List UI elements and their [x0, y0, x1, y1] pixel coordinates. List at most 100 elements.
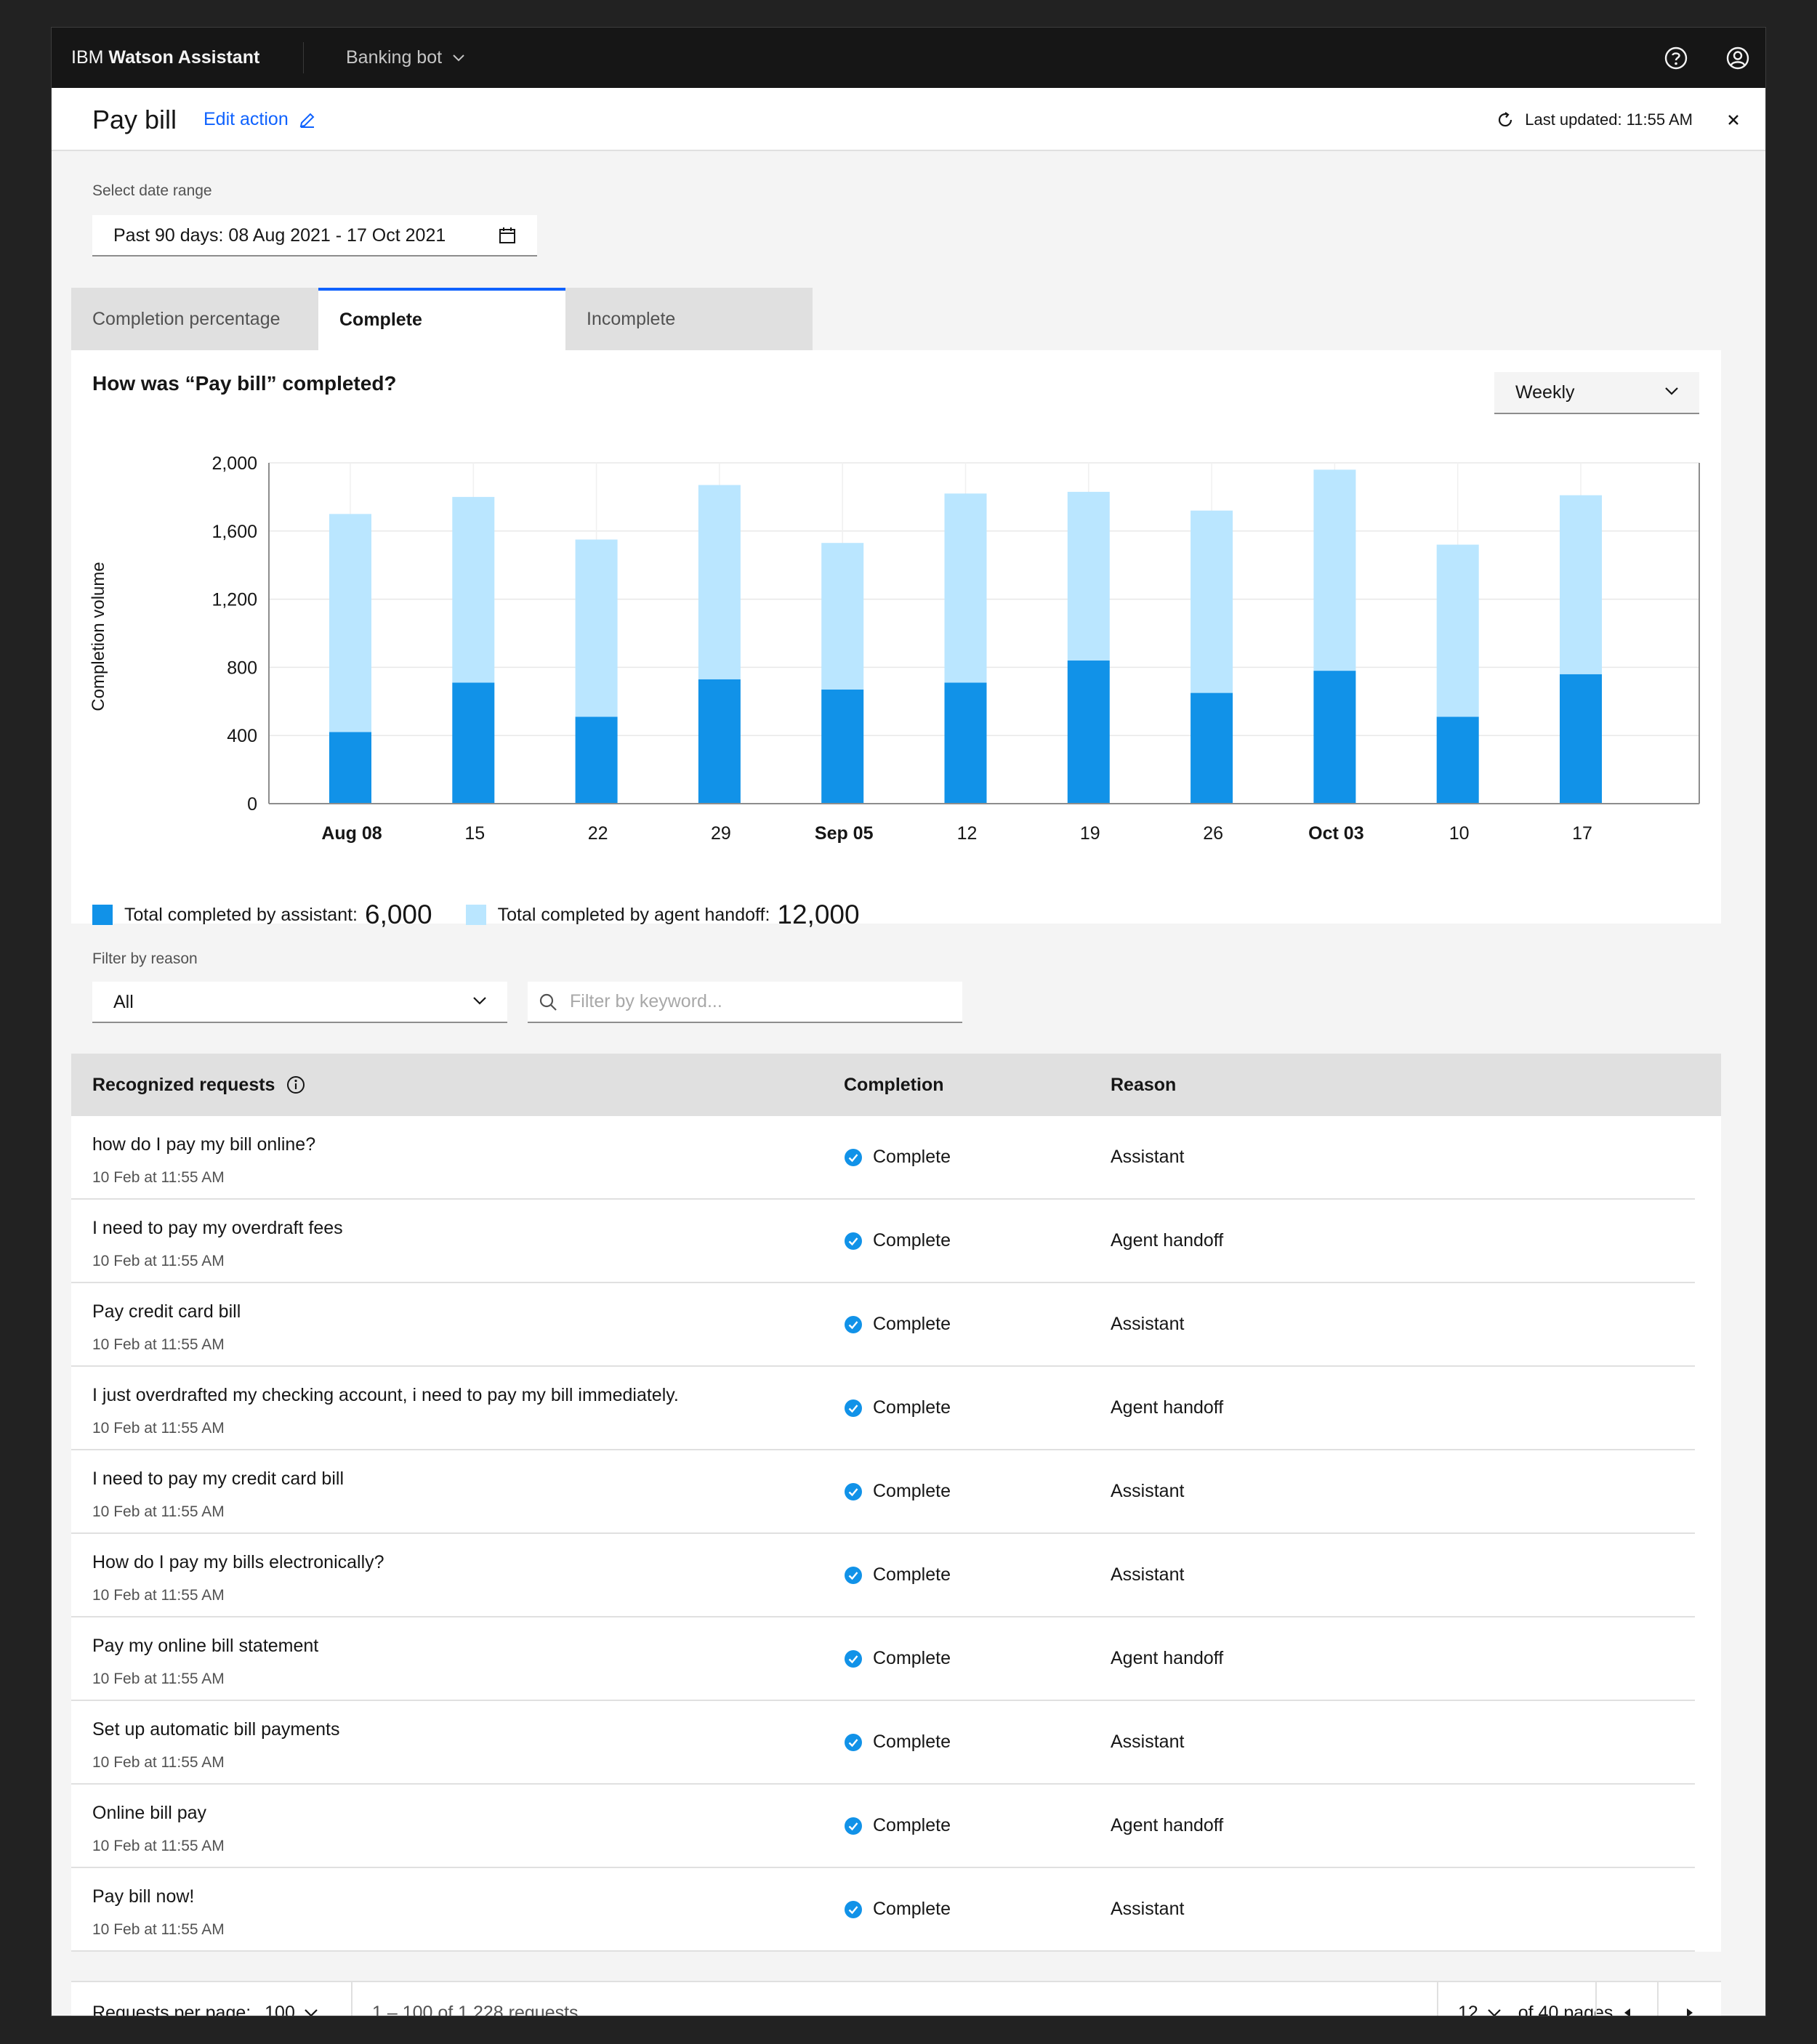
interval-value: Weekly [1515, 382, 1575, 403]
bar-agent-handoff[interactable] [1190, 510, 1233, 693]
reason-text: Agent handoff [1111, 1815, 1224, 1835]
header-recognized-requests: Recognized requests [92, 1075, 305, 1096]
bar-assistant[interactable] [1190, 692, 1233, 804]
reason-text: Assistant [1111, 1481, 1185, 1501]
completion-label: Complete [873, 1899, 951, 1919]
info-icon[interactable] [286, 1075, 305, 1094]
table-row[interactable]: Pay my online bill statement 10 Feb at 1… [71, 1617, 1721, 1701]
bar-agent-handoff[interactable] [944, 493, 987, 683]
bot-name: Banking bot [346, 47, 443, 68]
page-select[interactable]: 12 [1458, 1982, 1502, 2016]
bar-assistant[interactable] [452, 682, 495, 804]
bar-agent-handoff[interactable] [698, 485, 741, 679]
per-page-control: Requests per page: 100 [92, 1982, 318, 2016]
x-tick-label: 19 [1080, 823, 1100, 844]
completion-status: Complete [844, 1397, 951, 1418]
reason-text: Assistant [1111, 1147, 1185, 1167]
previous-page-button[interactable] [1595, 1982, 1658, 2016]
bar-assistant[interactable] [944, 682, 987, 804]
completion-status: Complete [844, 1648, 951, 1669]
caret-left-icon [1624, 2008, 1630, 2016]
tab-incomplete[interactable]: Incomplete [565, 288, 813, 350]
table-row[interactable]: How do I pay my bills electronically? 10… [71, 1534, 1721, 1617]
bar-assistant[interactable] [575, 716, 618, 804]
y-tick-label: 800 [227, 658, 257, 678]
request-time: 10 Feb at 11:55 AM [92, 1838, 225, 1854]
tab-complete[interactable]: Complete [318, 288, 565, 350]
bar-agent-handoff[interactable] [1067, 491, 1110, 661]
caret-right-icon [1687, 2008, 1693, 2016]
bar-agent-handoff[interactable] [575, 539, 618, 717]
table-row[interactable]: I just overdrafted my checking account, … [71, 1367, 1721, 1450]
chart-legend: Total completed by assistant: 6,000 Tota… [92, 900, 893, 929]
table-row[interactable]: Pay credit card bill 10 Feb at 11:55 AM … [71, 1283, 1721, 1367]
item-range-text: 1 – 100 of 1,228 requests [372, 2003, 579, 2016]
table-row[interactable]: I need to pay my overdraft fees 10 Feb a… [71, 1200, 1721, 1283]
completion-label: Complete [873, 1564, 951, 1585]
bar-agent-handoff[interactable] [1436, 544, 1479, 717]
bar-assistant[interactable] [1313, 671, 1356, 804]
per-page-label: Requests per page: [92, 2003, 251, 2016]
bar-assistant[interactable] [1067, 661, 1110, 804]
table-row[interactable]: Online bill pay 10 Feb at 11:55 AM Compl… [71, 1785, 1721, 1868]
bar-assistant[interactable] [1560, 674, 1602, 804]
requests-table: Recognized requests Completion Reason ho… [71, 1054, 1721, 1952]
bar-agent-handoff[interactable] [329, 514, 371, 732]
pager-divider [1437, 1982, 1438, 2016]
table-row[interactable]: Set up automatic bill payments 10 Feb at… [71, 1701, 1721, 1785]
reason-text: Assistant [1111, 1564, 1185, 1585]
next-page-button[interactable] [1659, 1982, 1721, 2016]
bar-agent-handoff[interactable] [452, 496, 495, 683]
refresh-icon[interactable] [1496, 110, 1515, 129]
completion-status: Complete [844, 1314, 951, 1335]
bar-agent-handoff[interactable] [1313, 469, 1356, 671]
bar-agent-handoff[interactable] [821, 543, 864, 690]
brand-name: Watson Assistant [108, 47, 260, 68]
bot-switcher[interactable]: Banking bot [346, 28, 465, 88]
chevron-down-icon [453, 54, 464, 61]
checkmark-filled-icon [845, 1315, 862, 1333]
bar-assistant[interactable] [698, 679, 741, 804]
bar-assistant[interactable] [1436, 716, 1479, 804]
keyword-search-input[interactable] [570, 982, 948, 1022]
completion-tabs: Completion percentage Complete Incomplet… [71, 288, 813, 350]
x-tick-label: 10 [1449, 823, 1470, 844]
request-text: Set up automatic bill payments [92, 1719, 340, 1740]
x-tick-label: Oct 03 [1308, 823, 1363, 844]
help-button[interactable] [1660, 42, 1692, 74]
table-row[interactable]: how do I pay my bill online? 10 Feb at 1… [71, 1116, 1721, 1200]
completion-label: Complete [873, 1815, 951, 1835]
y-tick-label: 400 [227, 726, 257, 746]
request-text: I need to pay my credit card bill [92, 1469, 344, 1489]
last-updated-text: Last updated: 11:55 AM [1525, 110, 1693, 129]
edit-action-label: Edit action [204, 109, 289, 129]
edit-action-link[interactable]: Edit action [204, 88, 316, 151]
per-page-select[interactable]: 100 [265, 1982, 318, 2016]
checkmark-filled-icon [845, 1900, 862, 1918]
reason-filter-dropdown[interactable]: All [92, 982, 507, 1023]
y-tick-label: 1,600 [211, 522, 257, 542]
bar-agent-handoff[interactable] [1560, 495, 1602, 674]
user-profile-button[interactable] [1722, 42, 1754, 74]
close-button[interactable] [1720, 107, 1747, 133]
bar-assistant[interactable] [821, 689, 864, 804]
table-row[interactable]: I need to pay my credit card bill 10 Feb… [71, 1450, 1721, 1534]
legend-agent-value: 12,000 [777, 900, 860, 929]
checkmark-filled-icon [845, 1148, 862, 1166]
edit-icon [299, 113, 315, 128]
checkmark-filled-icon [845, 1399, 862, 1417]
bar-assistant[interactable] [329, 732, 371, 804]
checkmark-filled-icon [845, 1649, 862, 1668]
interval-dropdown[interactable]: Weekly [1494, 372, 1699, 414]
legend-assistant-value: 6,000 [365, 900, 432, 929]
reason-text: Assistant [1111, 1314, 1185, 1334]
top-shell-bar: IBM Watson Assistant Banking bot [52, 28, 1765, 88]
tab-completion-percentage[interactable]: Completion percentage [71, 288, 318, 350]
request-time: 10 Feb at 11:55 AM [92, 1503, 225, 1520]
date-range-picker[interactable]: Past 90 days: 08 Aug 2021 - 17 Oct 2021 [92, 215, 537, 256]
request-time: 10 Feb at 11:55 AM [92, 1169, 225, 1186]
table-row[interactable]: Pay bill now! 10 Feb at 11:55 AM Complet… [71, 1868, 1721, 1952]
pager-divider [351, 1982, 352, 2016]
product-name[interactable]: IBM Watson Assistant [71, 28, 259, 88]
search-icon [539, 993, 557, 1011]
